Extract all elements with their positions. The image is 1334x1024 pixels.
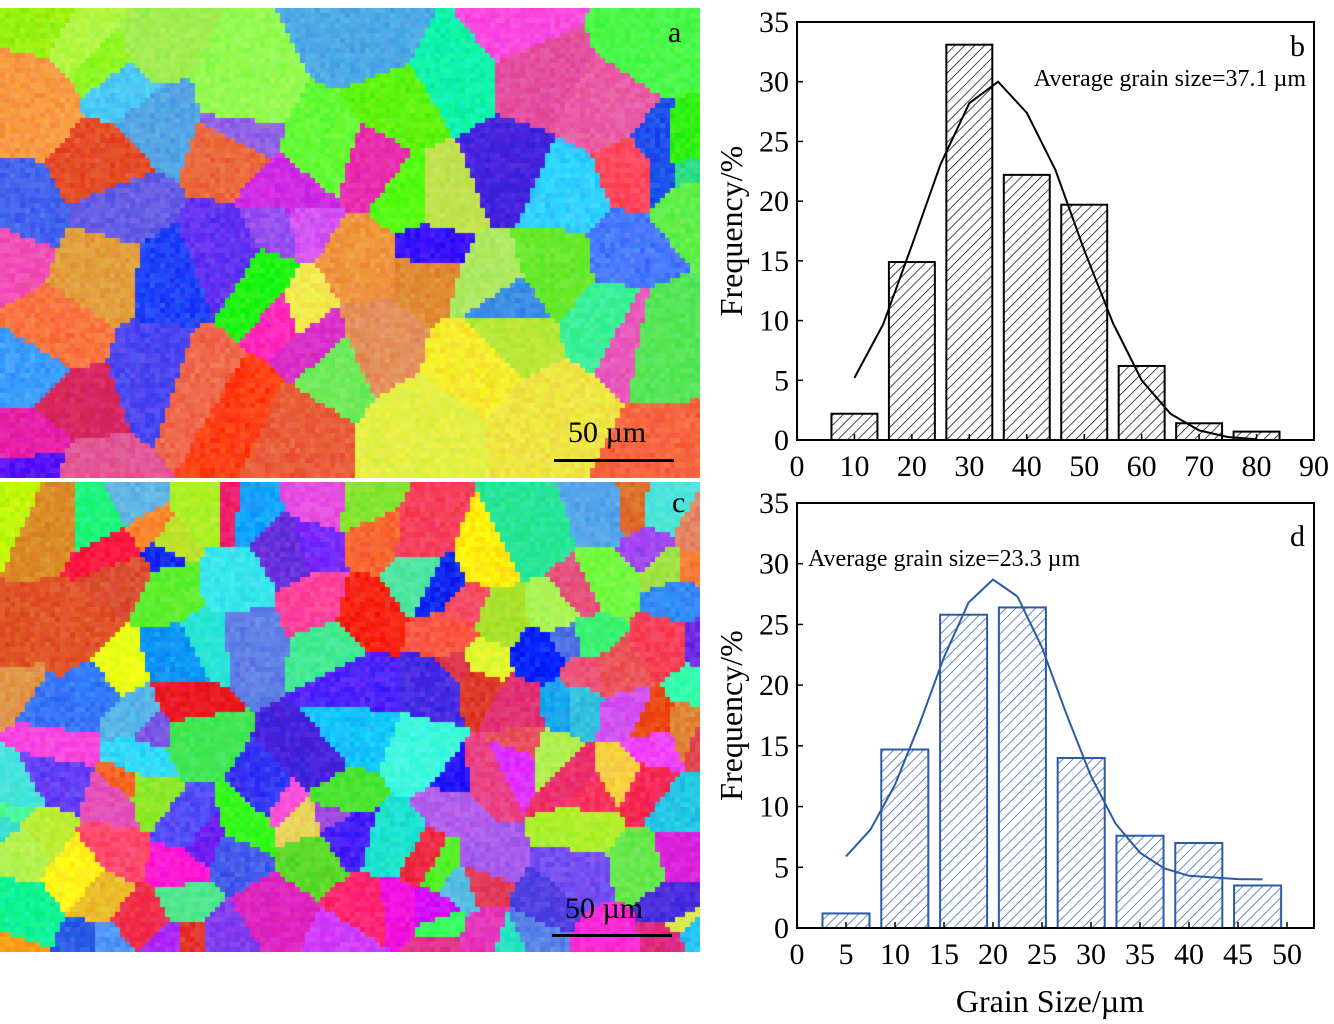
- scale-bar-label: 50 µm: [568, 416, 647, 449]
- y-tick-label: 25: [759, 608, 789, 641]
- histogram-bar: [1002, 173, 1051, 442]
- x-tick-label: 35: [1125, 938, 1155, 971]
- y-tick-label: 10: [759, 791, 789, 824]
- histogram-bar: [1060, 203, 1109, 441]
- normal-fit-curve: [853, 80, 1257, 441]
- y-tick-label: 5: [774, 851, 789, 884]
- average-grain-size-annotation: Average grain size=37.1 µm: [1034, 66, 1306, 92]
- average-grain-size-annotation: Average grain size=23.3 µm: [808, 546, 1080, 572]
- y-tick-label: 35: [759, 487, 789, 520]
- x-tick-label: 70: [1184, 450, 1214, 483]
- plot-frame: [796, 21, 1315, 441]
- x-tick-label: 20: [897, 450, 927, 483]
- ebsd-orientation-map-image: [0, 8, 700, 478]
- x-tick-label: 50: [1069, 450, 1099, 483]
- x-axis-label: Grain Size/µm: [956, 983, 1144, 1019]
- x-tick-label: 40: [1012, 450, 1042, 483]
- x-tick-label: 5: [839, 938, 854, 971]
- y-tick-label: 0: [774, 912, 789, 945]
- x-tick-label: 45: [1223, 938, 1253, 971]
- histogram-panel-d: 0 5 10 15 20 25 30 35 40 45 50 0 5 10 15 20 25 30 35 Freque…: [713, 487, 1315, 1019]
- histogram-bar: [1174, 842, 1224, 929]
- y-tick-label: 15: [759, 730, 789, 763]
- scale-bar-label: 50 µm: [565, 892, 644, 925]
- y-tick-label: 5: [774, 364, 789, 397]
- x-tick-label: 30: [1076, 938, 1106, 971]
- histogram-bar: [939, 613, 989, 929]
- panel-letter-c: c: [672, 486, 686, 519]
- normal-fit-curve: [845, 578, 1263, 881]
- x-tick-label: 90: [1299, 450, 1329, 483]
- histogram-bar: [1056, 757, 1106, 929]
- plot-frame: [796, 502, 1315, 929]
- histogram-bar: [1117, 364, 1166, 441]
- y-tick-label: 20: [759, 185, 789, 218]
- x-tick-label: 30: [954, 450, 984, 483]
- histogram-bar: [1115, 834, 1165, 930]
- y-axis-label: Frequency/%: [713, 630, 749, 801]
- y-tick-label: 35: [759, 6, 789, 39]
- x-tick-label: 60: [1127, 450, 1157, 483]
- x-tick-label: 15: [929, 938, 959, 971]
- ebsd-map-c: c 50 µm: [0, 482, 700, 952]
- ebsd-orientation-map-image: [0, 482, 700, 952]
- y-tick-label: 30: [759, 548, 789, 581]
- histogram-bar: [1233, 884, 1283, 929]
- panel-letter-a: a: [668, 16, 682, 49]
- panel-letter-d: d: [1290, 520, 1305, 553]
- x-tick-label: 10: [880, 938, 910, 971]
- scale-bar: [554, 459, 674, 462]
- x-tick-label: 20: [978, 938, 1008, 971]
- x-tick-label: 40: [1174, 938, 1204, 971]
- y-tick-label: 20: [759, 669, 789, 702]
- y-tick-label: 25: [759, 125, 789, 158]
- histogram-panel-b: 0 10 20 30 40 50 60 70 80 90 0 5 10 15 20 25 30 35 Frequen…: [713, 6, 1329, 483]
- x-tick-label: 80: [1242, 450, 1272, 483]
- panel-letter-b: b: [1290, 30, 1305, 63]
- x-tick-label: 10: [839, 450, 869, 483]
- y-tick-label: 10: [759, 305, 789, 338]
- y-tick-label: 15: [759, 245, 789, 278]
- x-tick-label: 50: [1272, 938, 1302, 971]
- x-tick-label: 0: [790, 938, 805, 971]
- y-axis-label: Frequency/%: [713, 146, 749, 317]
- y-tick-label: 30: [759, 66, 789, 99]
- scale-bar: [552, 934, 672, 937]
- y-tick-label: 0: [774, 424, 789, 457]
- x-tick-label: 0: [790, 450, 805, 483]
- histogram-bar: [880, 748, 930, 929]
- ebsd-map-a: a 50 µm: [0, 8, 700, 478]
- histogram-bar: [997, 606, 1047, 930]
- x-tick-label: 25: [1027, 938, 1057, 971]
